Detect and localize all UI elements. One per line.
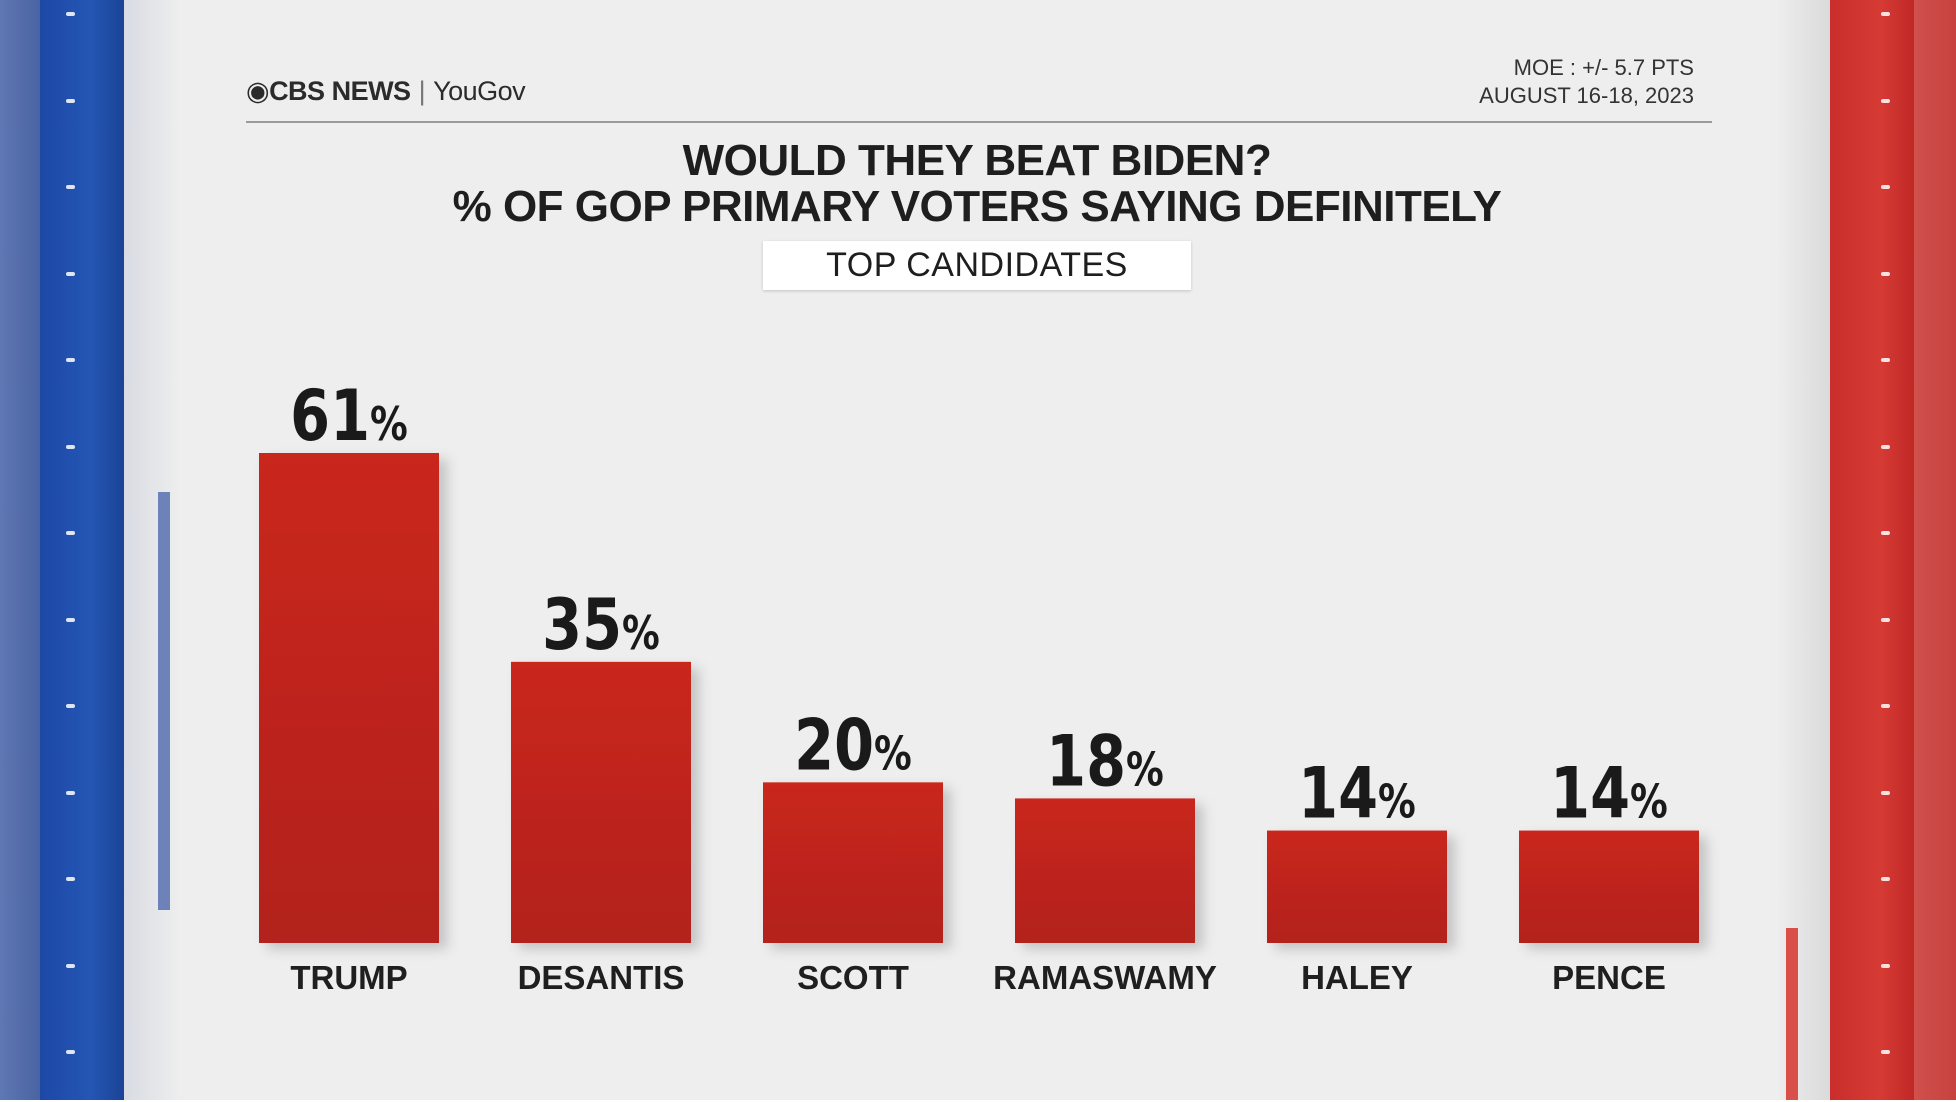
bar-desantis	[511, 661, 691, 943]
stripe-tick	[66, 98, 75, 103]
bar-ramaswamy	[1015, 798, 1195, 943]
stripe-tick	[66, 185, 75, 189]
left-accent-bar	[158, 492, 170, 910]
left-panel-edge	[124, 0, 180, 1100]
left-blue-stripe	[40, 0, 124, 1100]
stripe-tick	[66, 358, 75, 362]
stripe-tick	[66, 444, 75, 449]
bars-group: 61% TRUMP 35% DESANTIS 20% SCOTT 18% RAMASWAMY 1…	[259, 377, 1699, 996]
chart-panel: ◉CBS NEWS | YouGov MOE : +/- 5.7 PTS AUGUS…	[180, 0, 1774, 1100]
right-panel-edge	[1774, 0, 1830, 1100]
bar-haley	[1267, 830, 1447, 943]
value-label: 35%	[542, 585, 660, 666]
stripe-tick	[66, 12, 75, 16]
brand-primary: CBS NEWS	[269, 76, 411, 106]
stripe-tick	[66, 531, 75, 535]
stripe-tick	[1881, 12, 1890, 16]
value-label: 14%	[1550, 754, 1668, 835]
stripe-tick	[66, 271, 75, 276]
stripe-tick	[1881, 617, 1890, 622]
category-label: RAMASWAMY	[993, 959, 1217, 996]
chart-title: WOULD THEY BEAT BIDEN? % OF GOP PRIMARY …	[180, 138, 1774, 230]
right-red-stripe	[1830, 0, 1914, 1100]
brand-secondary: YouGov	[433, 76, 526, 106]
stripe-tick	[66, 963, 75, 968]
stripe-tick	[66, 704, 75, 708]
title-line-1: WOULD THEY BEAT BIDEN?	[682, 136, 1272, 185]
brand-divider: |	[418, 76, 426, 106]
stripe-tick	[66, 877, 75, 881]
bar-scott	[763, 782, 943, 943]
stripe-tick	[1881, 963, 1890, 968]
category-label: DESANTIS	[518, 959, 685, 996]
category-label: TRUMP	[290, 959, 407, 996]
stripe-tick	[1881, 271, 1890, 276]
value-label: 20%	[794, 706, 912, 787]
stripe-tick	[1881, 704, 1890, 708]
stripe-tick	[1881, 790, 1890, 795]
brand-logo: ◉CBS NEWS | YouGov	[246, 76, 526, 107]
category-label: HALEY	[1301, 959, 1413, 996]
poll-dates: AUGUST 16-18, 2023	[1479, 83, 1694, 108]
poll-meta: MOE : +/- 5.7 PTS AUGUST 16-18, 2023	[1479, 54, 1694, 110]
cbs-eye-icon: ◉	[246, 76, 270, 106]
bar-pence	[1519, 830, 1699, 943]
category-label: PENCE	[1552, 959, 1666, 996]
category-label: SCOTT	[797, 959, 909, 996]
value-label: 14%	[1298, 754, 1416, 835]
bar-trump	[259, 453, 439, 943]
left-blue-band	[0, 0, 40, 1100]
value-label: 18%	[1046, 722, 1164, 803]
title-line-2: % OF GOP PRIMARY VOTERS SAYING DEFINITEL…	[452, 182, 1502, 231]
stripe-tick	[1881, 531, 1890, 535]
stripe-tick	[1881, 1050, 1890, 1054]
stripe-tick	[1881, 877, 1890, 881]
stripe-tick	[1881, 444, 1890, 449]
bar-chart: 61% TRUMP 35% DESANTIS 20% SCOTT 18% RAMASWAMY 1…	[259, 377, 1699, 996]
margin-of-error: MOE : +/- 5.7 PTS	[1513, 55, 1694, 80]
subtitle-tag: TOP CANDIDATES	[763, 241, 1191, 290]
header-rule	[246, 121, 1712, 123]
stripe-tick	[1881, 98, 1890, 103]
stripe-tick	[1881, 185, 1890, 189]
value-label: 61%	[290, 377, 408, 458]
stripe-tick	[66, 790, 75, 795]
right-accent-bar	[1786, 928, 1798, 1100]
right-red-band	[1914, 0, 1956, 1100]
stripe-tick	[1881, 358, 1890, 362]
stripe-tick	[66, 617, 75, 622]
stripe-tick	[66, 1050, 75, 1054]
